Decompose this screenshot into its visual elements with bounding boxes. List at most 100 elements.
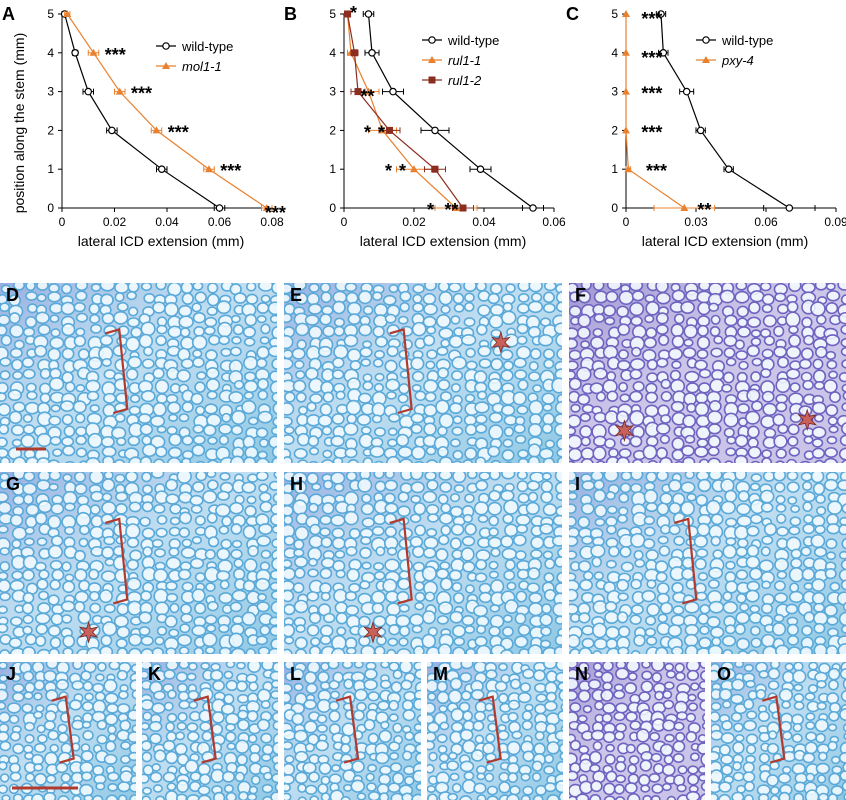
significance-marker: * [364,122,371,142]
cell [200,662,211,671]
cell [645,391,659,404]
cell [329,690,341,700]
cell [256,601,270,613]
cell [701,713,705,723]
panel-letter-n: N [575,664,588,684]
cell [400,679,413,691]
cell [655,422,671,435]
cell [788,525,801,536]
cell [694,446,709,458]
cell [118,690,129,700]
cell [581,637,595,649]
data-point [71,48,79,57]
cell [694,359,708,371]
cell [645,636,658,646]
cell [322,391,335,403]
micrograph-image [569,283,846,463]
cell [793,662,804,672]
micrograph-panel-f: F [569,283,846,463]
cell [619,482,632,494]
cell [602,702,617,715]
cell [371,402,386,418]
cell [501,310,517,325]
series-line [625,14,685,209]
cell [273,761,278,772]
cell [258,491,272,503]
cell [230,409,247,425]
cell [248,785,259,795]
cell [602,731,616,744]
cell [48,415,62,426]
cell [452,292,465,305]
cell [657,613,668,623]
cell [308,502,319,514]
cell [152,301,166,314]
cell [438,512,454,525]
cell [230,647,246,654]
cell [604,316,616,326]
cell [497,729,510,741]
cell [73,600,86,613]
cell [334,601,348,614]
cell [198,773,212,786]
cell [503,426,515,437]
chart-panel-a: 0 1 2 3 4 5 0 0.02 0.04 0.06 0.08 lateral ICD exten… [0,0,286,262]
cell [230,548,243,560]
cell [255,427,269,439]
cell [800,546,812,557]
cell [460,662,474,670]
cell [361,561,372,570]
micrograph-panel-j: J [0,662,136,800]
cell [36,479,51,492]
cell [816,314,827,325]
cell [817,751,828,762]
cell [138,626,151,637]
cell [414,668,421,680]
cell [485,733,496,744]
cell [168,413,179,422]
cell [790,504,801,514]
cell [824,447,838,458]
cell [449,772,460,782]
cell [268,616,277,627]
cell [155,527,168,538]
cell [105,740,117,753]
cell [776,570,788,580]
cell [343,510,359,526]
cell [36,283,49,291]
cell [650,794,661,800]
cell [555,301,562,313]
cell [414,591,426,603]
cell [722,601,739,614]
cell [380,720,390,730]
cell [736,514,753,528]
cell [257,450,268,460]
cell [476,624,487,635]
cell [615,410,630,424]
cell [244,371,257,382]
cell [360,426,372,435]
cell [556,347,562,361]
micrograph-image [569,472,846,654]
cell [140,390,156,403]
cell [63,425,76,438]
cell [128,633,143,647]
cell [181,401,194,413]
cell [512,391,527,406]
cell [180,358,194,370]
cell [667,624,683,638]
cell [575,793,590,800]
micrograph-image [427,662,563,800]
data-point [696,126,705,135]
cell [409,535,424,548]
cell [80,670,92,682]
cell [670,323,685,338]
cell [793,683,804,692]
cell [614,730,625,741]
cell [839,516,846,526]
cell [47,291,62,303]
cell [384,472,395,480]
cell [284,425,295,435]
cell [375,751,390,765]
cell [204,646,216,654]
